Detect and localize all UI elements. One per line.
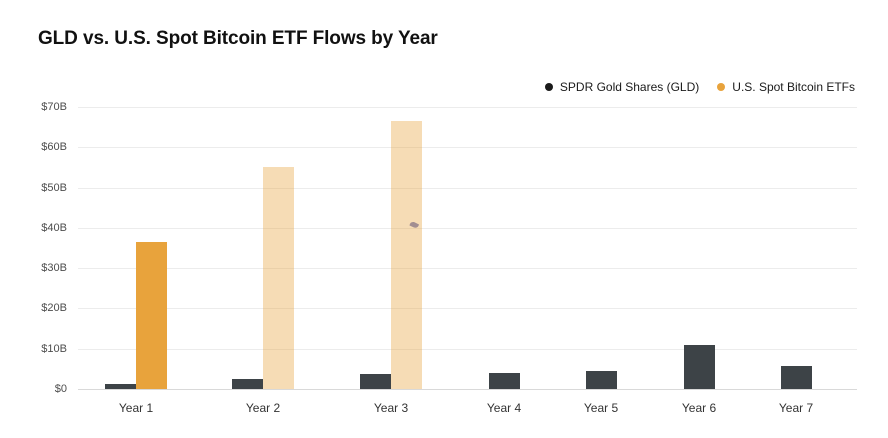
x-axis-label-year-1: Year 1	[118, 401, 154, 415]
gridline-50b	[78, 188, 857, 189]
x-axis-label-year-3: Year 3	[373, 401, 409, 415]
y-axis-tick-label-20b: $20B	[41, 302, 67, 314]
y-axis-tick-label-70b: $70B	[41, 101, 67, 113]
x-axis-label-year-5: Year 5	[583, 401, 619, 415]
legend-dot-gld-icon	[544, 83, 553, 91]
gridline-20b	[78, 308, 857, 309]
x-axis-label-year-7: Year 7	[778, 401, 814, 415]
legend: SPDR Gold Shares (GLD) U.S. Spot Bitcoin…	[544, 80, 855, 94]
gridline-30b	[78, 268, 857, 269]
legend-label-btc: U.S. Spot Bitcoin ETFs	[732, 80, 855, 94]
y-axis-tick-label-0b: $0	[54, 383, 67, 395]
plot-area: $70B $60B $50B $40B $30B $20B $10B $0 Year 1 Year…	[41, 101, 857, 415]
y-axis-tick-label-40b: $40B	[41, 222, 67, 234]
legend-dot-btc-icon	[717, 83, 726, 91]
bar-gld-year-4	[488, 373, 520, 389]
y-axis-tick-label-50b: $50B	[41, 182, 67, 194]
chart-title: GLD vs. U.S. Spot Bitcoin ETF Flows by Y…	[38, 28, 438, 49]
y-axis-tick-label-60b: $60B	[41, 141, 67, 153]
bar-gld-year-1	[105, 384, 136, 389]
gridline-60b	[78, 147, 857, 148]
mouse-cursor-artifact	[409, 221, 419, 228]
bar-gld-year-2	[232, 379, 263, 389]
bar-gld-year-7	[780, 366, 812, 389]
gridline-40b	[78, 228, 857, 229]
y-axis-tick-label-30b: $30B	[41, 262, 67, 274]
gridline-10b	[78, 349, 857, 350]
bar-gld-year-3	[360, 374, 391, 389]
gridline-0b	[78, 389, 857, 390]
legend-label-gld: SPDR Gold Shares (GLD)	[559, 80, 700, 94]
x-axis-label-year-6: Year 6	[681, 401, 717, 415]
bar-gld-year-6	[683, 345, 715, 389]
x-axis-label-year-2: Year 2	[245, 401, 281, 415]
bar-btc-year-3-muted	[391, 121, 422, 389]
bar-gld-year-5	[585, 371, 617, 389]
legend-item-gld: SPDR Gold Shares (GLD)	[544, 80, 700, 94]
bar-btc-year-2-muted	[263, 167, 294, 389]
legend-item-btc: U.S. Spot Bitcoin ETFs	[717, 80, 855, 94]
bar-btc-year-1	[136, 242, 167, 389]
x-axis-label-year-4: Year 4	[486, 401, 522, 415]
y-axis-tick-label-10b: $10B	[41, 343, 67, 355]
gridline-70b	[78, 107, 857, 108]
